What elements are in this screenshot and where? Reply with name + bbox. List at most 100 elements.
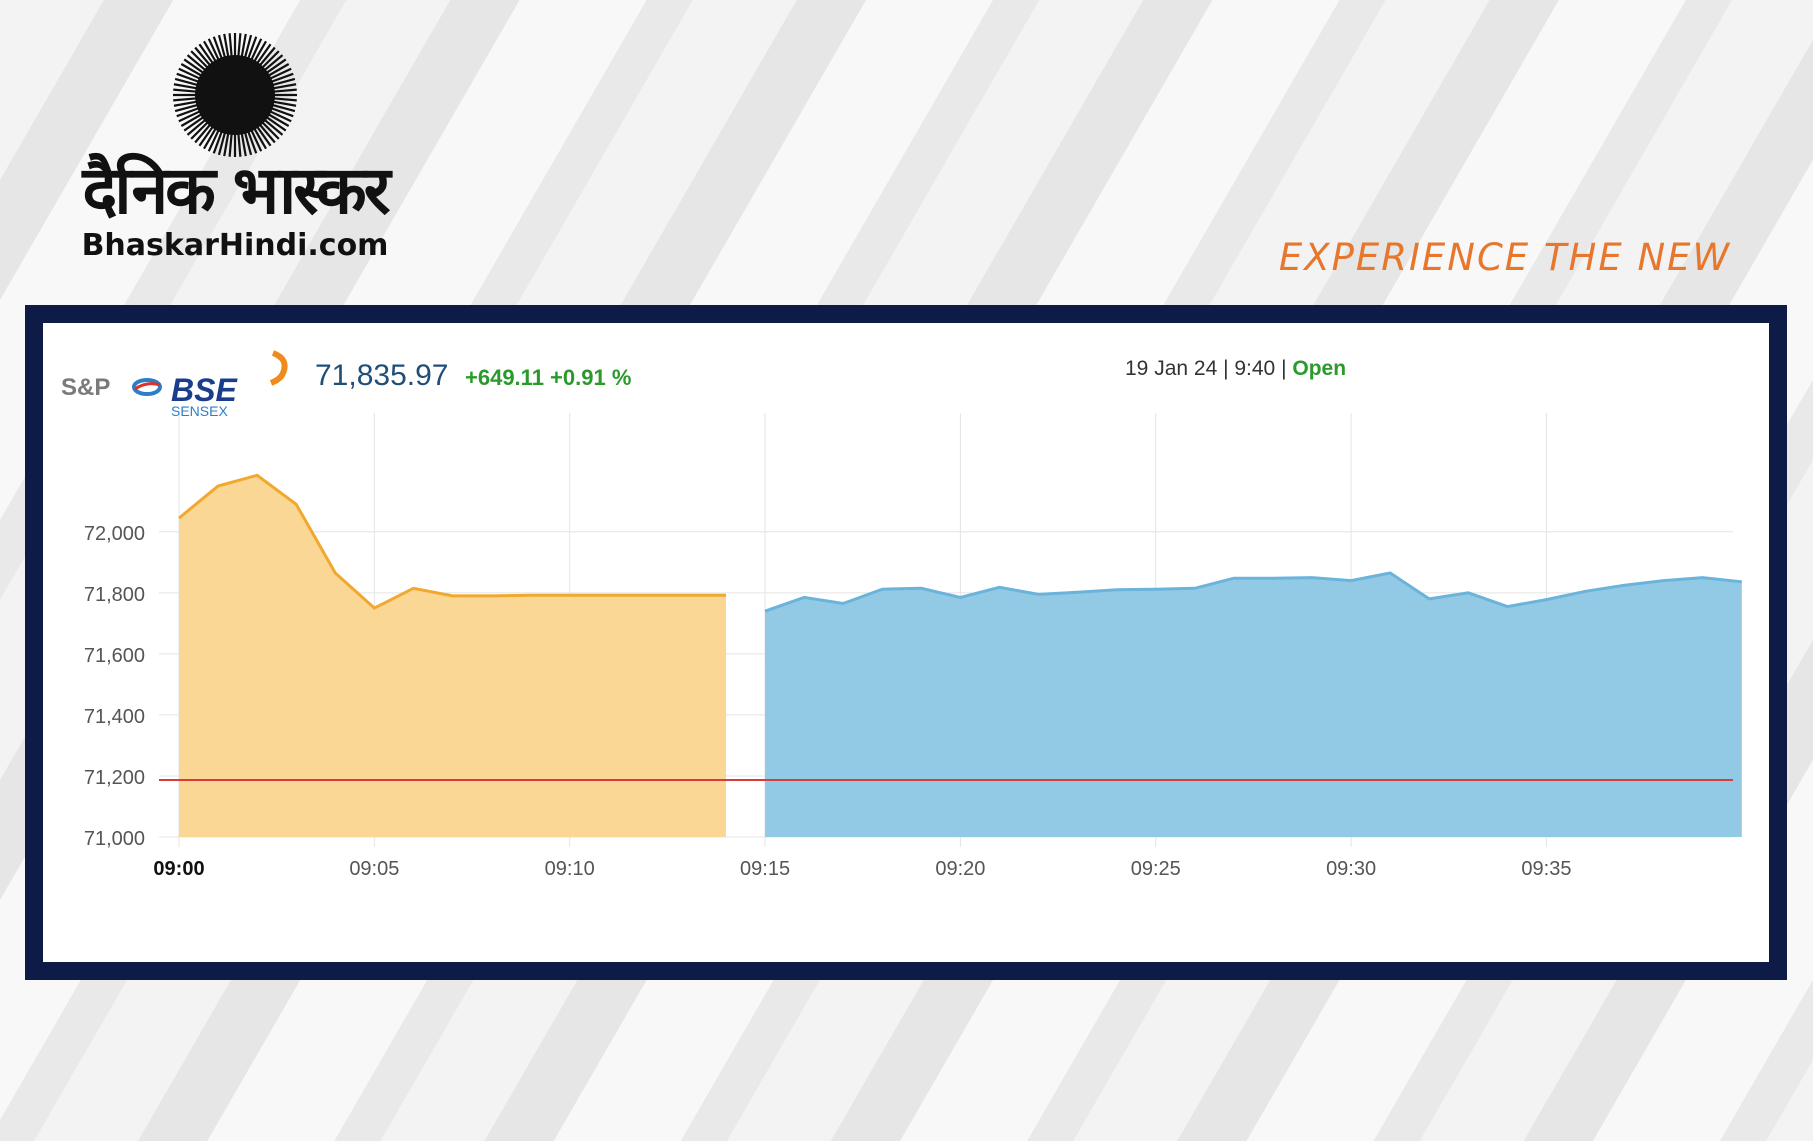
- sun-ray: [186, 54, 207, 72]
- x-tick-label: 09:05: [349, 858, 399, 880]
- sun-ray: [267, 63, 290, 77]
- sun-ray: [268, 110, 292, 123]
- sun-ray: [207, 38, 220, 62]
- sun-ray: [267, 113, 290, 127]
- bhaskar-logo: दैनिक भास्कर BhaskarHindi.com: [40, 30, 430, 270]
- sensex-chart: 72,000 71,800 71,600 71,400 71,200 71,000 09:…: [61, 350, 1742, 880]
- index-price: 71,835.97: [315, 359, 448, 392]
- sun-ray: [255, 43, 272, 65]
- datetime-text: 19 Jan 24 | 9:40 |: [1125, 357, 1292, 380]
- sun-ray: [240, 132, 247, 157]
- sun-ray: [261, 121, 280, 140]
- bse-wordmark: [1240, 48, 1770, 233]
- sun-ray: [203, 127, 217, 150]
- sun-ray: [190, 50, 209, 69]
- sun-ray: [272, 88, 297, 93]
- sun-ray: [223, 33, 230, 58]
- sun-ray: [228, 33, 233, 58]
- bse-letter-s: [1424, 62, 1568, 218]
- sun-ray: [261, 50, 280, 69]
- y-tick-label: 71,000: [84, 828, 145, 850]
- chart-frame: 72,000 71,800 71,600 71,400 71,200 71,000 09:…: [25, 305, 1787, 980]
- bse-letter-3: [1252, 62, 1390, 218]
- sun-ray: [217, 131, 227, 156]
- sun-ray: [190, 121, 209, 140]
- x-tick-label: 09:20: [935, 858, 985, 880]
- sun-ray: [263, 54, 284, 72]
- sun-ray: [237, 33, 242, 58]
- sun-ray: [246, 130, 258, 154]
- sun-ray: [186, 118, 207, 136]
- sun-ray: [272, 83, 297, 90]
- sun-ray: [203, 40, 217, 63]
- sun-ray: [265, 115, 287, 132]
- sun-ray: [180, 63, 203, 77]
- sun-ray: [253, 40, 267, 63]
- sun-ray: [243, 131, 253, 156]
- sun-ray: [176, 72, 200, 84]
- sun-ray: [228, 132, 233, 157]
- index-change: +649.11 +0.91 %: [465, 365, 631, 390]
- x-tick-label: 09:30: [1326, 858, 1376, 880]
- sun-ray: [198, 125, 215, 147]
- sun-ray: [194, 46, 212, 67]
- x-tick-label: 09:35: [1521, 858, 1571, 880]
- sun-ray: [272, 97, 297, 102]
- sun-ray: [250, 128, 263, 152]
- sun-ray: [271, 103, 296, 113]
- datetime: 19 Jan 24 | 9:40 | Open: [1125, 357, 1346, 380]
- y-tick-label: 71,400: [84, 706, 145, 728]
- x-tick-label: 09:00: [153, 858, 204, 880]
- sun-ray: [212, 130, 224, 154]
- series-line-regular: [764, 571, 1742, 613]
- sun-ray: [258, 46, 276, 67]
- sun-ray: [265, 58, 287, 75]
- sun-ray: [173, 83, 198, 90]
- x-tick-label: 09:10: [545, 858, 595, 880]
- series-area-pre-open: [179, 475, 726, 837]
- bse-logo: EXPERIENCE THE NEW: [1240, 48, 1770, 279]
- swoosh-icon: [132, 378, 162, 396]
- bhaskar-url: BhaskarHindi.com: [81, 228, 389, 263]
- series-line-pre-open: [178, 473, 726, 610]
- sun-ray: [174, 103, 199, 113]
- sun-ray: [183, 115, 205, 132]
- sun-ray: [272, 100, 297, 107]
- sun-ray: [207, 128, 220, 152]
- sun-ray: [174, 77, 199, 87]
- x-tick-label: 09:25: [1131, 858, 1181, 880]
- sun-ray: [198, 43, 215, 65]
- x-tick-label: 09:15: [740, 858, 790, 880]
- sensex-chart-panel: 72,000 71,800 71,600 71,400 71,200 71,000 09:…: [43, 323, 1769, 962]
- sun-ray: [180, 113, 203, 127]
- sensex-sub: SENSEX: [171, 403, 228, 419]
- sensex-logo: S&P BSE SENSEX: [61, 350, 288, 419]
- sun-ray: [212, 36, 224, 60]
- y-tick-label: 71,200: [84, 767, 145, 789]
- sun-ray: [270, 72, 294, 84]
- sun-ray: [194, 123, 212, 144]
- series-areas: [178, 473, 1742, 837]
- sun-ray: [173, 100, 198, 107]
- sun-ray: [255, 125, 272, 147]
- x-tick-labels: 09:00 09:05 09:10 09:15 09:20 09:25 09:30 09:35: [153, 858, 1571, 880]
- sun-ray: [176, 106, 200, 118]
- sun-ray: [270, 106, 294, 118]
- bse-tagline: EXPERIENCE THE NEW: [1278, 236, 1732, 279]
- sun-ray: [173, 88, 198, 93]
- sun-ray: [246, 36, 258, 60]
- bse-index-name: BSE: [171, 372, 238, 408]
- sun-ray: [250, 38, 263, 62]
- bhaskar-hindi-wordmark: दैनिक भास्कर: [82, 152, 390, 229]
- flame-icon: [269, 350, 288, 386]
- sun-ray: [183, 58, 205, 75]
- sun-ray: [268, 67, 292, 80]
- market-status: Open: [1292, 357, 1346, 380]
- sun-ray: [243, 34, 253, 59]
- sun-ray: [178, 67, 202, 80]
- sun-ray: [237, 132, 242, 157]
- sun-ray: [217, 34, 227, 59]
- sun-ray: [240, 33, 247, 58]
- sun-icon: [173, 33, 297, 157]
- sun-ray: [173, 97, 198, 102]
